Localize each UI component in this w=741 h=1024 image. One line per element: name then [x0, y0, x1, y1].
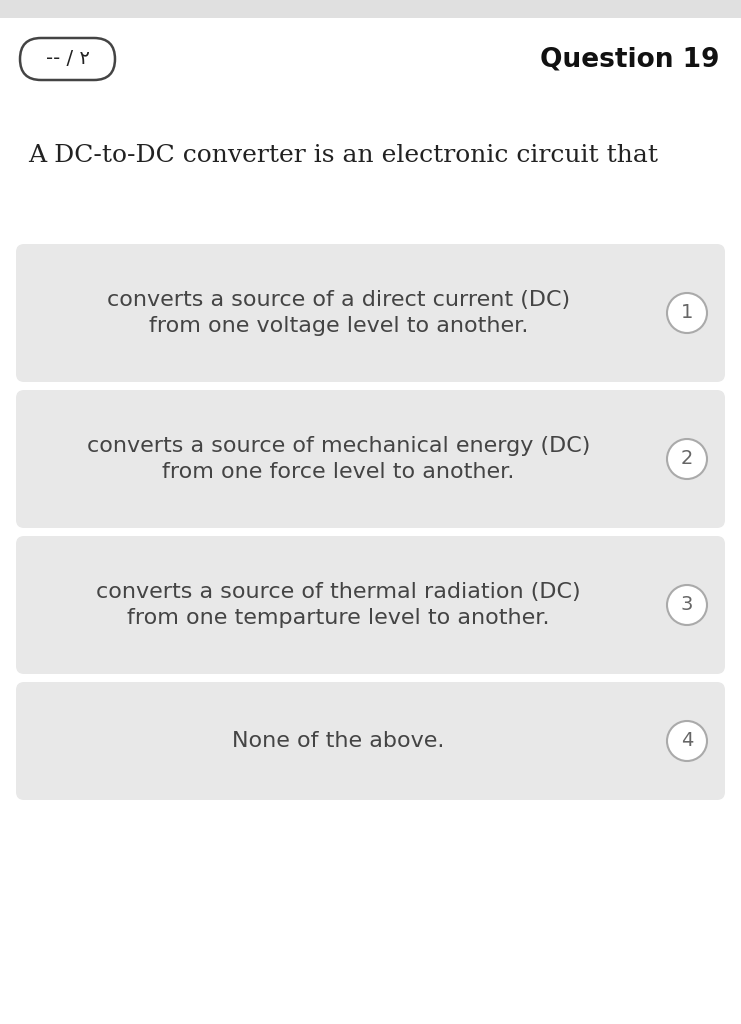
Text: None of the above.: None of the above. [233, 731, 445, 751]
Text: converts a source of a direct current (DC): converts a source of a direct current (D… [107, 290, 570, 310]
FancyBboxPatch shape [16, 244, 725, 382]
Text: A DC-to-DC converter is an electronic circuit that: A DC-to-DC converter is an electronic ci… [28, 143, 658, 167]
FancyBboxPatch shape [16, 536, 725, 674]
FancyBboxPatch shape [20, 38, 115, 80]
Text: from one force level to another.: from one force level to another. [162, 462, 515, 482]
Text: from one temparture level to another.: from one temparture level to another. [127, 608, 550, 628]
Text: -- / ٢: -- / ٢ [45, 49, 90, 69]
Text: converts a source of thermal radiation (DC): converts a source of thermal radiation (… [96, 582, 581, 602]
FancyBboxPatch shape [0, 0, 741, 18]
Text: 2: 2 [681, 450, 693, 469]
Text: from one voltage level to another.: from one voltage level to another. [149, 316, 528, 336]
Text: 3: 3 [681, 596, 693, 614]
Text: converts a source of mechanical energy (DC): converts a source of mechanical energy (… [87, 436, 590, 456]
Circle shape [667, 721, 707, 761]
Circle shape [667, 293, 707, 333]
Text: Question 19: Question 19 [539, 46, 719, 72]
Text: 1: 1 [681, 303, 693, 323]
Circle shape [667, 439, 707, 479]
Text: 4: 4 [681, 731, 693, 751]
Circle shape [667, 585, 707, 625]
FancyBboxPatch shape [16, 682, 725, 800]
FancyBboxPatch shape [16, 390, 725, 528]
